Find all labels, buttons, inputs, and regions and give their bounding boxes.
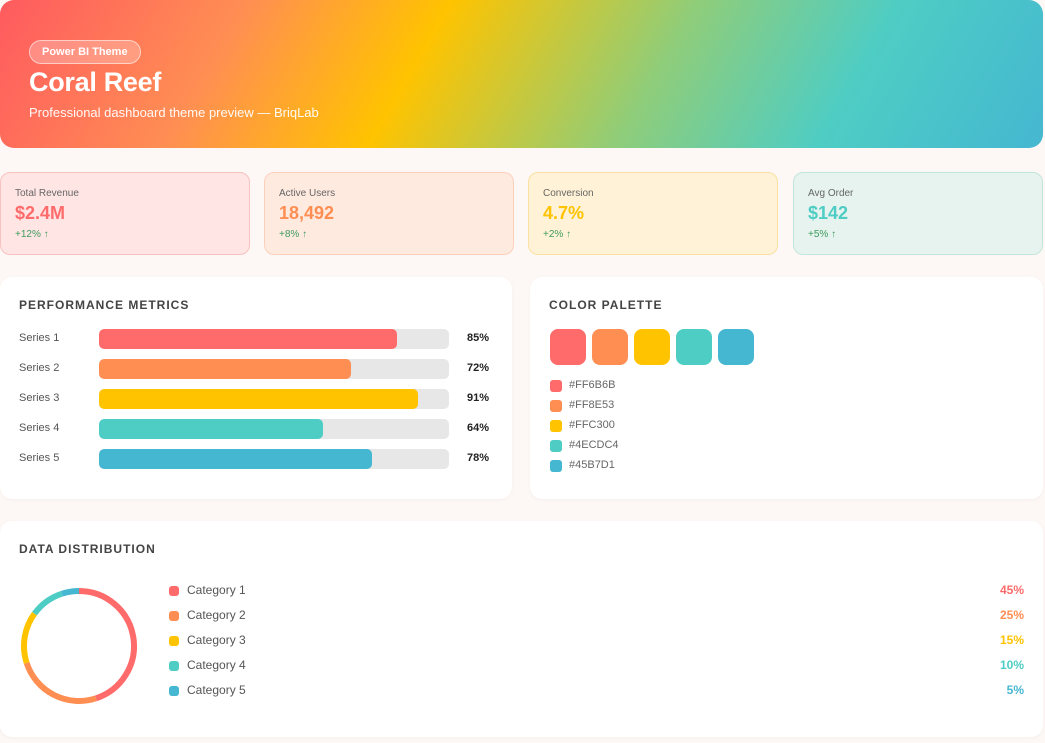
palette-dot bbox=[550, 380, 562, 392]
color-swatch bbox=[718, 329, 754, 365]
performance-metrics-title: PERFORMANCE METRICS bbox=[19, 298, 190, 312]
category-dot bbox=[169, 586, 179, 596]
performance-metrics-card: PERFORMANCE METRICS Series 1 85% Series 2 7… bbox=[0, 277, 512, 499]
kpi-label: Conversion bbox=[543, 188, 594, 199]
metric-label: Series 3 bbox=[19, 392, 60, 404]
donut-slice bbox=[61, 588, 80, 597]
kpi-card-avg-order: Avg Order $142 +5% ↑ bbox=[793, 172, 1043, 255]
color-palette-card: COLOR PALETTE #FF6B6B #FF8E53 #FFC300 #4ECD… bbox=[530, 277, 1043, 499]
metric-row: Series 5 78% bbox=[19, 449, 499, 469]
category-value: 5% bbox=[1006, 683, 1024, 697]
donut-slice bbox=[78, 588, 137, 702]
metric-bar bbox=[99, 359, 351, 379]
metric-value: 85% bbox=[467, 332, 490, 344]
metric-bar bbox=[99, 329, 397, 349]
metric-bar bbox=[99, 419, 323, 439]
kpi-value: 18,492 bbox=[279, 203, 335, 223]
category-label: Category 1 bbox=[187, 583, 246, 597]
category-row: Category 2 25% bbox=[169, 608, 1024, 624]
kpi-delta: +2% ↑ bbox=[543, 229, 572, 240]
metric-value: 91% bbox=[467, 392, 490, 404]
category-dot bbox=[169, 686, 179, 696]
palette-dot bbox=[550, 420, 562, 432]
metric-bar-track bbox=[99, 359, 449, 379]
page-subtitle: Professional dashboard theme preview — B… bbox=[29, 105, 319, 120]
data-distribution-title: DATA DISTRIBUTION bbox=[19, 542, 156, 556]
kpi-label: Avg Order bbox=[808, 188, 854, 199]
metric-label: Series 5 bbox=[19, 452, 60, 464]
palette-hex: #FF6B6B bbox=[569, 379, 616, 391]
page-title: Coral Reef bbox=[29, 67, 162, 97]
palette-dot bbox=[550, 440, 562, 452]
metric-label: Series 4 bbox=[19, 422, 60, 434]
kpi-card-total-revenue: Total Revenue $2.4M +12% ↑ bbox=[0, 172, 250, 255]
category-value: 45% bbox=[999, 583, 1024, 597]
color-swatch bbox=[592, 329, 628, 365]
category-row: Category 3 15% bbox=[169, 633, 1024, 649]
metric-bar bbox=[99, 449, 372, 469]
metric-bar-track bbox=[99, 419, 449, 439]
category-label: Category 4 bbox=[187, 658, 246, 672]
category-dot bbox=[169, 661, 179, 671]
metric-value: 64% bbox=[467, 422, 490, 434]
kpi-card-active-users: Active Users 18,492 +8% ↑ bbox=[264, 172, 514, 255]
color-swatch bbox=[634, 329, 670, 365]
kpi-delta: +12% ↑ bbox=[15, 229, 49, 240]
donut-slice bbox=[32, 590, 64, 616]
palette-hex: #FF8E53 bbox=[569, 399, 615, 411]
kpi-value: 4.7% bbox=[543, 203, 585, 223]
category-dot bbox=[169, 611, 179, 621]
category-value: 10% bbox=[999, 658, 1024, 672]
kpi-value: $2.4M bbox=[15, 203, 66, 223]
donut-slice bbox=[21, 611, 37, 664]
category-value: 25% bbox=[999, 608, 1024, 622]
data-distribution-card: DATA DISTRIBUTION Category 1 45% Category … bbox=[0, 521, 1043, 737]
color-swatch bbox=[550, 329, 586, 365]
metric-row: Series 4 64% bbox=[19, 419, 499, 439]
category-row: Category 4 10% bbox=[169, 658, 1024, 674]
metric-bar bbox=[99, 389, 418, 409]
theme-header-banner: Power BI Theme Coral Reef Professional d… bbox=[0, 0, 1043, 148]
category-row: Category 5 5% bbox=[169, 683, 1024, 699]
category-label: Category 2 bbox=[187, 608, 246, 622]
kpi-delta: +8% ↑ bbox=[279, 229, 308, 240]
kpi-delta: +5% ↑ bbox=[808, 229, 837, 240]
palette-hex: #45B7D1 bbox=[569, 459, 615, 471]
metric-row: Series 2 72% bbox=[19, 359, 499, 379]
palette-hex: #FFC300 bbox=[569, 419, 615, 431]
color-palette-title: COLOR PALETTE bbox=[549, 298, 663, 312]
metric-bar-track bbox=[99, 389, 449, 409]
metric-label: Series 2 bbox=[19, 362, 60, 374]
kpi-value: $142 bbox=[808, 203, 849, 223]
category-label: Category 5 bbox=[187, 683, 246, 697]
kpi-card-conversion: Conversion 4.7% +2% ↑ bbox=[528, 172, 778, 255]
kpi-label: Active Users bbox=[279, 188, 336, 199]
palette-dot bbox=[550, 460, 562, 472]
palette-hex: #4ECDC4 bbox=[569, 439, 619, 451]
donut-slice bbox=[23, 661, 97, 704]
category-row: Category 1 45% bbox=[169, 583, 1024, 599]
metric-bar-track bbox=[99, 449, 449, 469]
category-value: 15% bbox=[999, 633, 1024, 647]
category-dot bbox=[169, 636, 179, 646]
metric-value: 78% bbox=[467, 452, 490, 464]
metric-row: Series 3 91% bbox=[19, 389, 499, 409]
metric-bar-track bbox=[99, 329, 449, 349]
distribution-donut-chart bbox=[21, 588, 137, 704]
category-label: Category 3 bbox=[187, 633, 246, 647]
color-swatch bbox=[676, 329, 712, 365]
metric-row: Series 1 85% bbox=[19, 329, 499, 349]
metric-value: 72% bbox=[467, 362, 490, 374]
metric-label: Series 1 bbox=[19, 332, 60, 344]
kpi-label: Total Revenue bbox=[15, 188, 79, 199]
palette-dot bbox=[550, 400, 562, 412]
theme-badge: Power BI Theme bbox=[29, 40, 141, 64]
